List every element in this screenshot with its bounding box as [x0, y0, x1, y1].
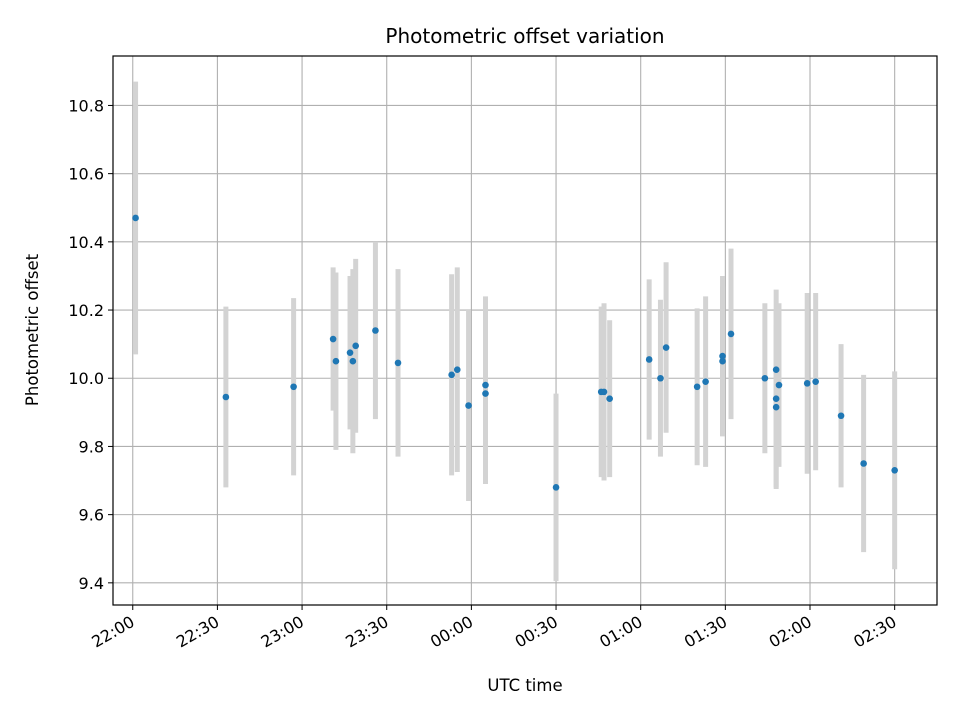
data-point: [222, 393, 230, 401]
data-point: [702, 378, 709, 385]
data-point: [465, 402, 472, 409]
data-point: [448, 371, 455, 379]
data-point: [772, 366, 780, 374]
data-point: [803, 380, 811, 387]
data-point: [552, 484, 560, 491]
y-tick-label: 10.2: [68, 301, 104, 320]
data-point: [453, 366, 461, 374]
data-point: [606, 395, 613, 402]
y-tick-label: 9.4: [79, 574, 104, 593]
data-point: [482, 390, 489, 397]
data-point: [349, 357, 357, 365]
chart-title: Photometric offset variation: [385, 24, 664, 48]
data-point: [761, 374, 769, 382]
x-axis-label: UTC time: [487, 676, 562, 695]
data-point: [719, 357, 726, 365]
data-point: [132, 214, 139, 222]
data-point: [600, 388, 608, 396]
data-point: [693, 383, 701, 391]
data-point: [329, 335, 337, 343]
data-point: [812, 378, 819, 385]
data-point: [719, 352, 726, 360]
data-point: [837, 412, 845, 420]
y-axis-ticks: 9.4 9.6 9.8 10.0 10.2 10.4 10.6 10.8: [68, 96, 113, 593]
y-tick-label: 9.6: [79, 506, 104, 525]
data-point: [662, 344, 670, 351]
data-points: [132, 214, 898, 491]
data-point: [352, 342, 359, 350]
y-tick-label: 10.4: [68, 233, 104, 252]
data-point: [290, 383, 297, 391]
y-tick-label: 10.0: [68, 369, 104, 388]
data-point: [332, 357, 340, 365]
grid: [113, 56, 937, 605]
data-point: [657, 374, 664, 382]
data-point: [727, 330, 735, 338]
plot-frame: [112, 55, 938, 606]
data-point: [772, 403, 780, 411]
data-point: [346, 349, 354, 356]
data-point: [394, 359, 402, 367]
data-point: [482, 381, 489, 389]
data-point: [775, 381, 783, 389]
y-tick-label: 9.8: [79, 437, 104, 456]
data-point: [372, 327, 379, 334]
data-point: [860, 460, 867, 467]
data-point: [645, 356, 653, 363]
y-tick-label: 10.6: [68, 165, 104, 184]
data-point: [772, 395, 780, 402]
y-axis-label: Photometric offset: [23, 253, 42, 406]
y-tick-label: 10.8: [68, 96, 104, 115]
data-point: [891, 467, 898, 474]
